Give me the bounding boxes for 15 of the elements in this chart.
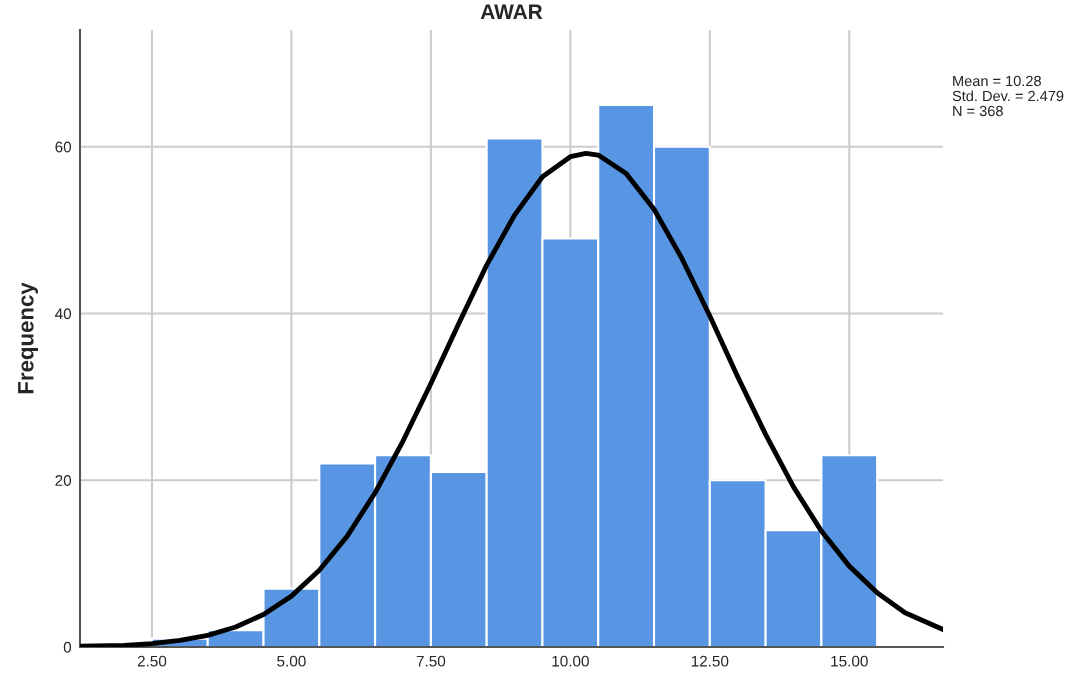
x-tick-label: 5.00: [277, 655, 306, 667]
chart-title: AWAR: [480, 4, 543, 19]
text: Std. Dev. = 2.479: [952, 90, 1064, 102]
x-tick-label: 12.50: [691, 655, 729, 667]
text: N = 368: [953, 105, 1003, 117]
x-tick-label: 10.00: [552, 655, 589, 667]
y-tick-label: 20: [55, 475, 72, 486]
x-tick-label: 2.50: [137, 655, 167, 667]
x-tick-label: 15.00: [831, 655, 868, 667]
y-axis-title: Frequency: [18, 282, 39, 394]
x-tick-label: 7.50: [416, 655, 446, 667]
y-tick-label: 60: [55, 141, 72, 153]
y-tick-label: 0: [63, 641, 72, 653]
y-tick-label: 40: [55, 308, 72, 320]
text: Mean = 10.28: [953, 75, 1041, 87]
